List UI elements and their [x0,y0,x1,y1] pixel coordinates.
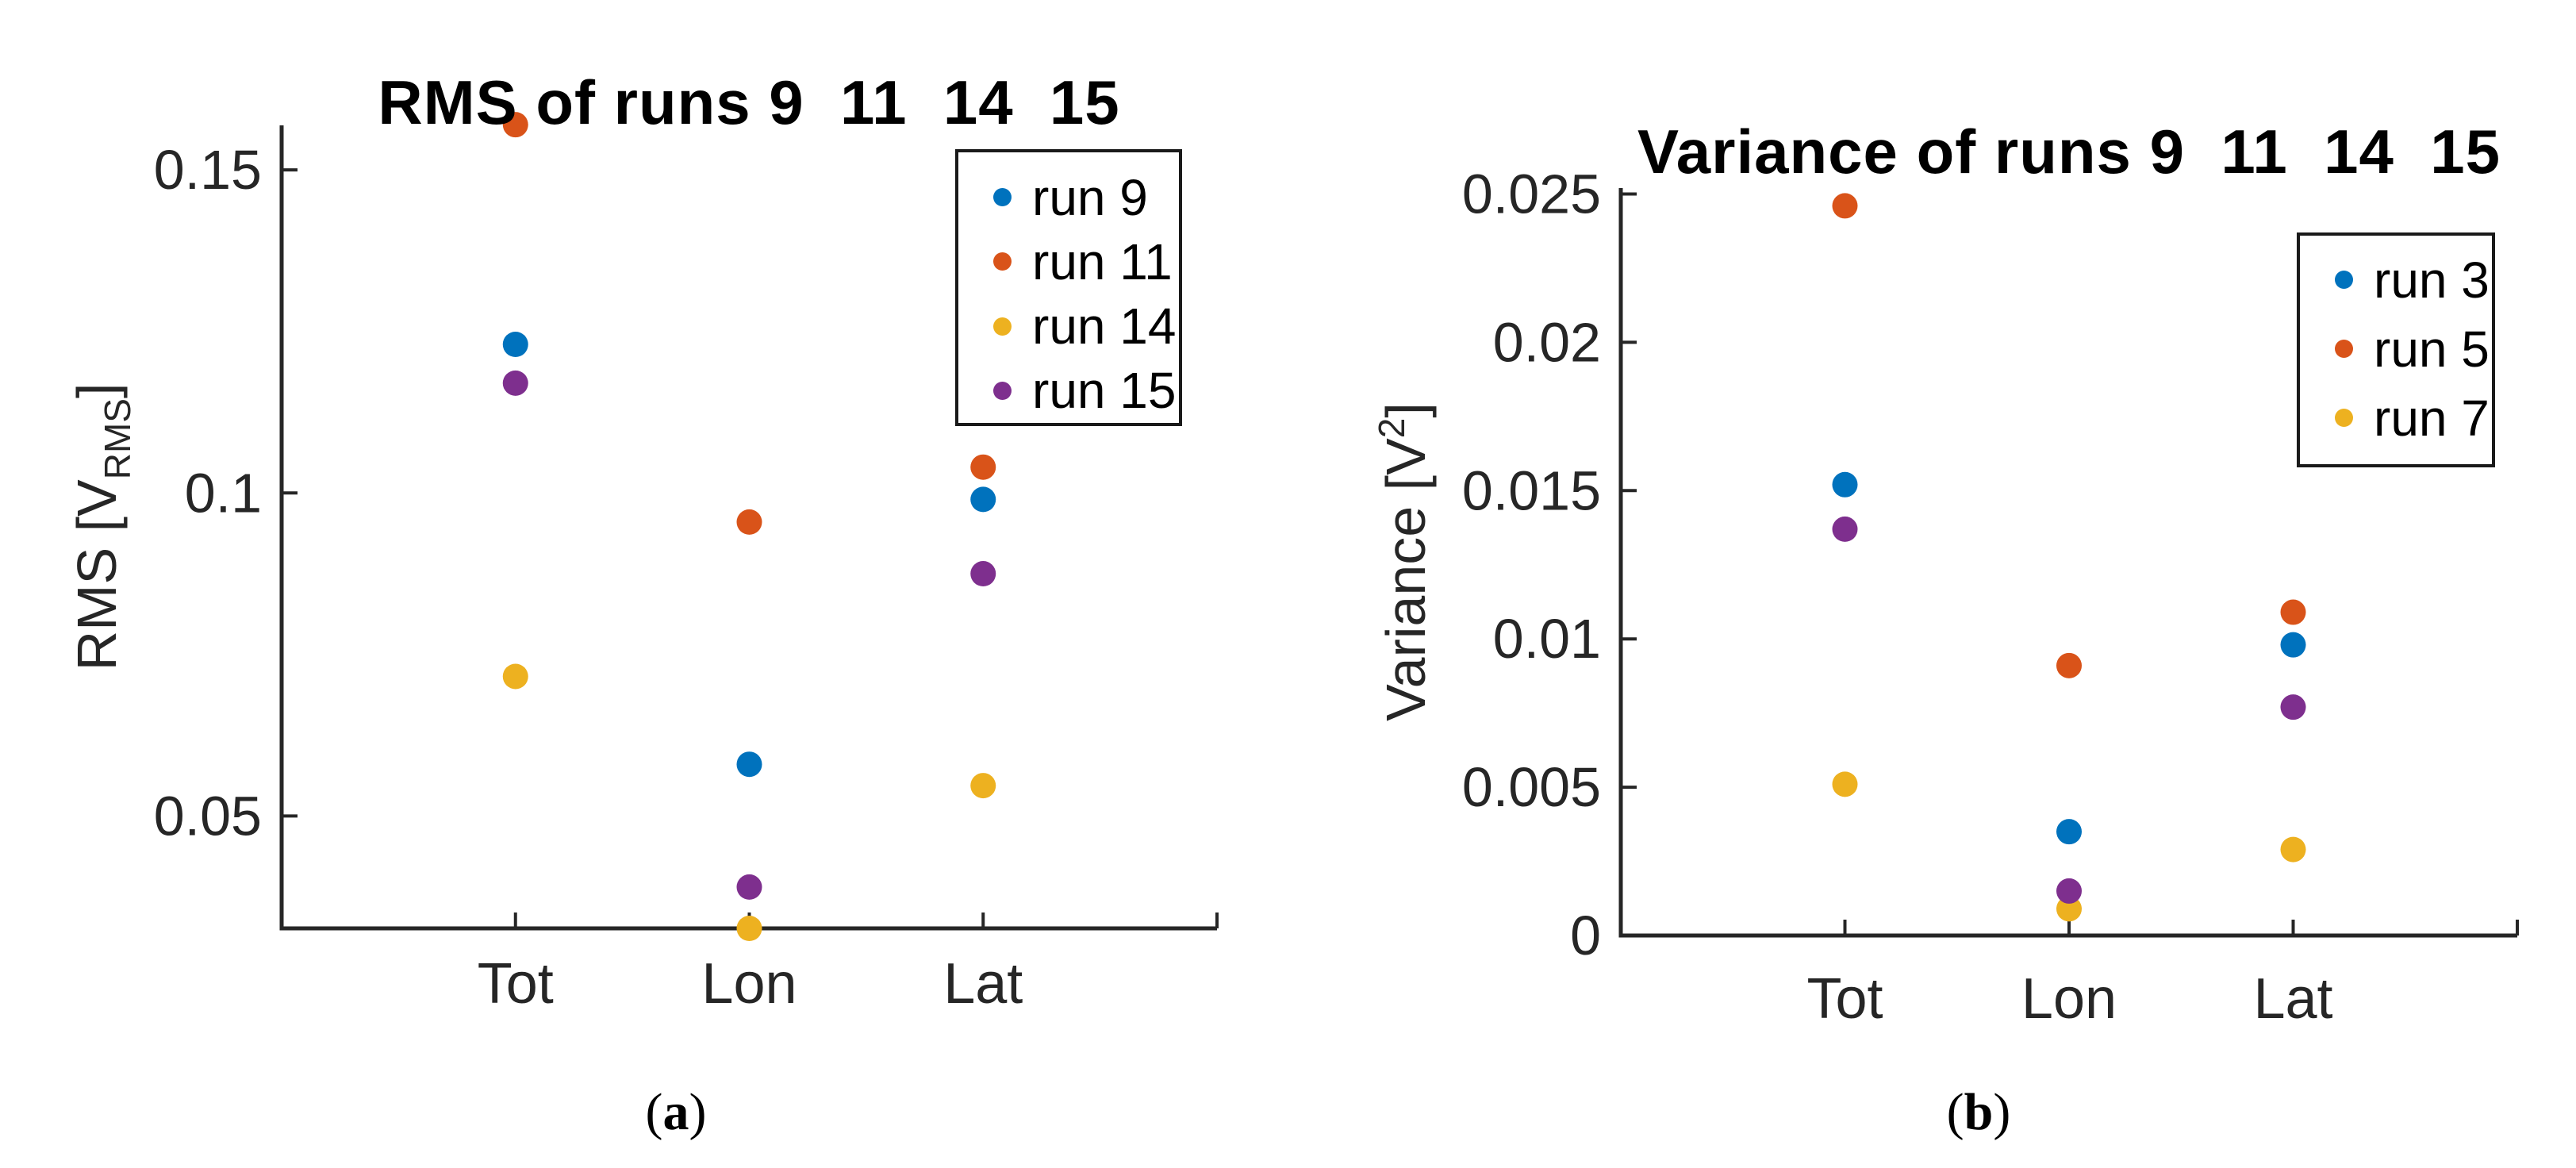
plot0-data-point-series0-lat [970,486,996,513]
plot0-data-point-series3-tot [502,370,528,396]
plot0-legend-marker-2 [993,317,1012,336]
plot1-y-tick-label-5: 0.025 [1462,163,1601,225]
plot1-y-tick-label-0: 0 [1570,905,1601,966]
caption-b-open-paren: ( [1946,1083,1964,1141]
left-y-axis-label-text: RMS [V [66,479,128,671]
subfigure-label-b: (b) [1947,1082,2011,1143]
plot1-y-tick-label-1: 0.005 [1462,756,1601,818]
caption-b-close-paren: ) [1993,1083,2011,1141]
caption-a-letter: a [662,1083,689,1141]
plot0-x-tick-label-lon: Lon [701,952,797,1016]
plot1-legend-row-1: run 5 [2300,314,2492,383]
plot1-legend-marker-0 [2335,271,2353,289]
plot1-legend-marker-1 [2335,340,2353,358]
plot1-legend-row-2: run 7 [2300,383,2492,452]
plot0-data-point-series3-lon [736,874,762,900]
plot1-legend-label-0: run 3 [2374,251,2490,309]
plot1-legend-label-2: run 7 [2374,389,2490,447]
right-y-axis-label-superscript: 2 [1371,417,1412,439]
plot1-data-point-series0-tot [1832,471,1858,498]
plot0-data-point-series3-lat [970,561,996,587]
plot1-legend-marker-2 [2335,409,2353,427]
subfigure-label-a: (a) [646,1082,707,1143]
plot0-y-tick-label-2: 0.15 [154,139,262,201]
left-plot-title: RMS of runs 9 11 14 15 [378,67,1120,137]
plot0-legend-marker-3 [993,381,1012,400]
plot1-x-tick-label-lon: Lon [2021,967,2117,1031]
plot1-x-tick-label-lat: Lat [2253,967,2332,1031]
plot1-data-point-series2-lat [2280,836,2306,863]
plot0-legend-row-3: run 15 [958,359,1179,423]
plot0-legend-row-0: run 9 [958,165,1179,229]
plot1-data-point-series2-tot [1832,771,1858,797]
plot0-data-point-series2-lat [970,773,996,799]
plot1-y-tick-label-3: 0.015 [1462,459,1601,521]
plot0-data-point-series0-tot [502,332,528,357]
right-y-axis-label: Variance [V2] [1371,402,1438,721]
plot1-data-point-series0-lat [2280,632,2306,658]
plot1-y-tick-label-4: 0.02 [1493,311,1601,373]
plot0-legend-row-2: run 14 [958,294,1179,359]
caption-a-open-paren: ( [645,1083,663,1141]
left-y-axis-label-subscript: RMS [97,398,138,480]
left-legend: run 9 run 11 run 14 run 15 [955,149,1182,426]
right-plot-title: Variance of runs 9 11 14 15 [1637,117,2501,186]
plot0-data-point-series1-tot [502,112,528,138]
left-y-axis-label-close: ] [66,382,128,399]
plot0-legend-label-3: run 15 [1032,362,1177,420]
plot0-legend-label-1: run 11 [1032,232,1173,290]
plot1-data-point-series0-lon [2056,819,2082,845]
plot1-data-point-series3-lon [2056,878,2082,904]
plot0-legend-marker-1 [993,252,1012,271]
plot0-legend-marker-0 [993,188,1012,207]
plot0-x-tick-label-lat: Lat [943,952,1023,1016]
plot0-data-point-series1-lat [970,454,996,480]
plot0-legend-label-0: run 9 [1032,168,1148,226]
plot0-legend-label-2: run 14 [1032,298,1177,355]
plot1-y-tick-label-2: 0.01 [1493,608,1601,670]
plot1-data-point-series1-tot [1832,193,1858,219]
plot0-data-point-series2-lon [736,916,762,941]
plot1-data-point-series2-lon [2056,896,2082,922]
right-y-axis-label-close: ] [1375,402,1437,418]
plot1-data-point-series1-lon [2056,652,2082,678]
plot1-legend-row-0: run 3 [2300,245,2492,314]
plot0-data-point-series2-tot [502,663,528,690]
plot0-legend-row-1: run 11 [958,229,1179,294]
plot0-data-point-series0-lon [736,751,762,778]
right-y-axis-label-text: Variance [V [1375,438,1437,721]
caption-b-letter: b [1964,1083,1994,1141]
plot0-y-tick-label-0: 0.05 [154,785,262,847]
caption-a-close-paren: ) [689,1083,707,1141]
plot1-data-point-series3-tot [1832,516,1858,542]
right-legend: run 3 run 5 run 7 [2297,232,2495,467]
plot1-legend-label-1: run 5 [2374,320,2490,378]
plot1-data-point-series1-lat [2280,599,2306,625]
plot0-data-point-series1-lon [736,509,762,535]
left-y-axis-label: RMS [VRMS] [65,382,138,671]
plot0-y-tick-label-1: 0.1 [185,462,262,524]
plot0-x-tick-label-tot: Tot [478,952,554,1016]
plot1-data-point-series3-lat [2280,694,2306,720]
plot1-x-tick-label-tot: Tot [1806,967,1883,1031]
